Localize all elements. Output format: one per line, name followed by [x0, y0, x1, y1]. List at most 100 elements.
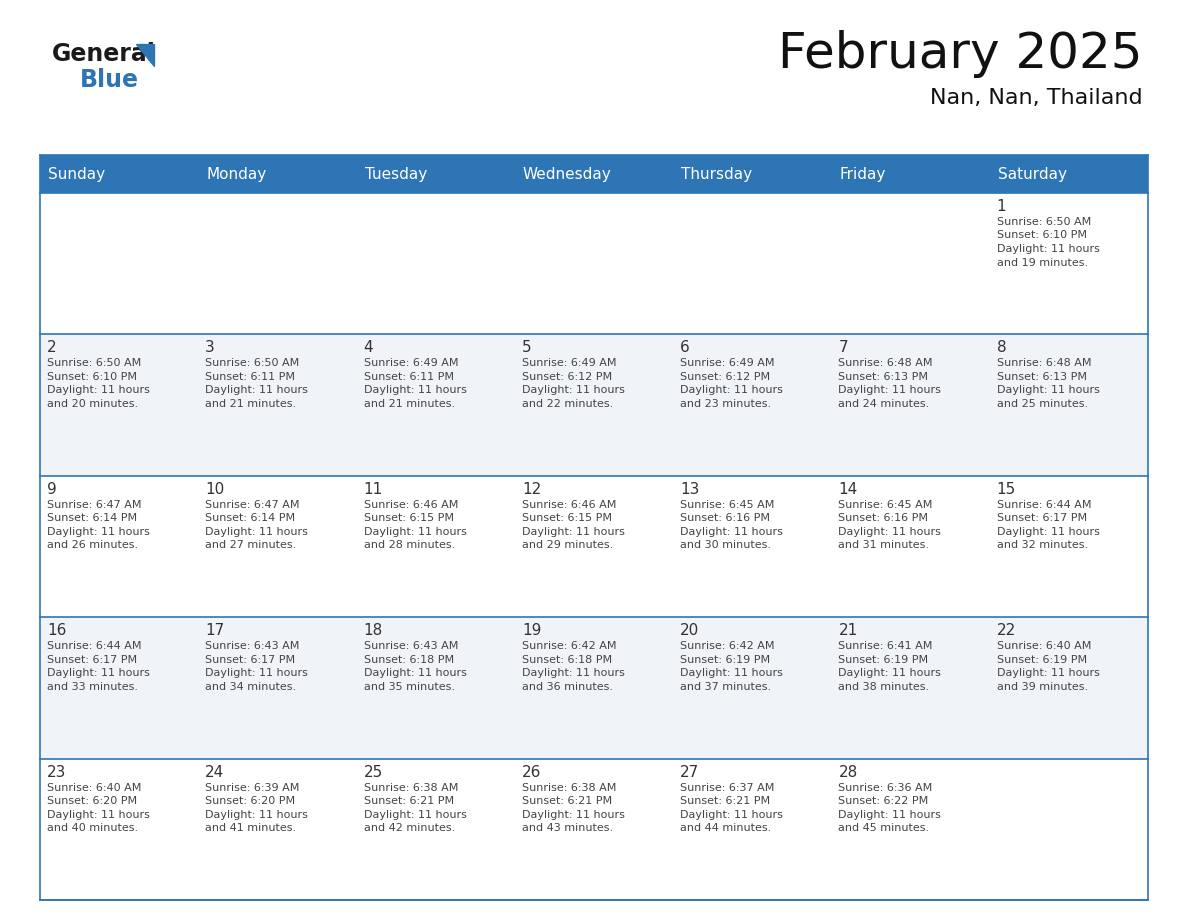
Text: 6: 6 — [681, 341, 690, 355]
Bar — [40, 155, 1148, 193]
Text: and 34 minutes.: and 34 minutes. — [206, 682, 297, 691]
Text: Sunset: 6:20 PM: Sunset: 6:20 PM — [206, 796, 296, 806]
Text: Sunset: 6:15 PM: Sunset: 6:15 PM — [364, 513, 454, 523]
Text: Sunrise: 6:50 AM: Sunrise: 6:50 AM — [997, 217, 1091, 227]
Bar — [356, 758, 514, 900]
Text: 16: 16 — [48, 623, 67, 638]
Text: and 36 minutes.: and 36 minutes. — [522, 682, 613, 691]
Bar — [356, 476, 514, 617]
Text: Daylight: 11 hours: Daylight: 11 hours — [522, 386, 625, 396]
Text: and 39 minutes.: and 39 minutes. — [997, 682, 1088, 691]
Text: and 28 minutes.: and 28 minutes. — [364, 541, 455, 550]
Text: Sunrise: 6:43 AM: Sunrise: 6:43 AM — [364, 641, 457, 651]
Bar — [514, 758, 674, 900]
Text: Daylight: 11 hours: Daylight: 11 hours — [681, 386, 783, 396]
Text: 17: 17 — [206, 623, 225, 638]
Text: and 30 minutes.: and 30 minutes. — [681, 541, 771, 550]
Text: Sunset: 6:17 PM: Sunset: 6:17 PM — [997, 513, 1087, 523]
Text: Daylight: 11 hours: Daylight: 11 hours — [48, 810, 150, 820]
Text: Daylight: 11 hours: Daylight: 11 hours — [206, 386, 308, 396]
Text: 19: 19 — [522, 623, 542, 638]
Bar — [514, 193, 674, 334]
Text: Sunrise: 6:38 AM: Sunrise: 6:38 AM — [364, 783, 457, 792]
Text: Sunset: 6:18 PM: Sunset: 6:18 PM — [364, 655, 454, 665]
Text: Daylight: 11 hours: Daylight: 11 hours — [839, 527, 941, 537]
Text: Daylight: 11 hours: Daylight: 11 hours — [997, 527, 1100, 537]
Text: Tuesday: Tuesday — [365, 166, 426, 182]
Bar — [40, 334, 198, 476]
Text: 7: 7 — [839, 341, 848, 355]
Text: and 43 minutes.: and 43 minutes. — [522, 823, 613, 834]
Text: 27: 27 — [681, 765, 700, 779]
Text: Sunrise: 6:48 AM: Sunrise: 6:48 AM — [997, 358, 1092, 368]
Text: 18: 18 — [364, 623, 383, 638]
Text: Daylight: 11 hours: Daylight: 11 hours — [522, 668, 625, 678]
Text: Sunset: 6:11 PM: Sunset: 6:11 PM — [364, 372, 454, 382]
Text: Sunrise: 6:44 AM: Sunrise: 6:44 AM — [48, 641, 141, 651]
Text: and 27 minutes.: and 27 minutes. — [206, 541, 297, 550]
Text: Daylight: 11 hours: Daylight: 11 hours — [681, 527, 783, 537]
Bar — [198, 758, 356, 900]
Text: Sunset: 6:14 PM: Sunset: 6:14 PM — [48, 513, 137, 523]
Text: 11: 11 — [364, 482, 383, 497]
Text: Sunset: 6:15 PM: Sunset: 6:15 PM — [522, 513, 612, 523]
Text: Daylight: 11 hours: Daylight: 11 hours — [522, 810, 625, 820]
Bar — [832, 476, 990, 617]
Text: February 2025: February 2025 — [778, 30, 1143, 78]
Text: and 31 minutes.: and 31 minutes. — [839, 541, 929, 550]
Text: 3: 3 — [206, 341, 215, 355]
Text: Wednesday: Wednesday — [523, 166, 612, 182]
Text: 13: 13 — [681, 482, 700, 497]
Text: 12: 12 — [522, 482, 541, 497]
Bar — [990, 617, 1148, 758]
Bar — [674, 476, 832, 617]
Text: Daylight: 11 hours: Daylight: 11 hours — [364, 810, 467, 820]
Bar — [990, 758, 1148, 900]
Text: Daylight: 11 hours: Daylight: 11 hours — [997, 244, 1100, 254]
Text: 9: 9 — [48, 482, 57, 497]
Text: Sunset: 6:14 PM: Sunset: 6:14 PM — [206, 513, 296, 523]
Text: Sunset: 6:16 PM: Sunset: 6:16 PM — [839, 513, 929, 523]
Text: Sunrise: 6:50 AM: Sunrise: 6:50 AM — [48, 358, 141, 368]
Text: Sunset: 6:19 PM: Sunset: 6:19 PM — [997, 655, 1087, 665]
Text: Daylight: 11 hours: Daylight: 11 hours — [839, 386, 941, 396]
Text: and 22 minutes.: and 22 minutes. — [522, 399, 613, 409]
Text: Daylight: 11 hours: Daylight: 11 hours — [997, 386, 1100, 396]
Text: 26: 26 — [522, 765, 542, 779]
Text: Sunday: Sunday — [48, 166, 105, 182]
Text: Sunset: 6:12 PM: Sunset: 6:12 PM — [522, 372, 612, 382]
Text: Sunrise: 6:36 AM: Sunrise: 6:36 AM — [839, 783, 933, 792]
Bar — [40, 758, 198, 900]
Text: 23: 23 — [48, 765, 67, 779]
Text: Daylight: 11 hours: Daylight: 11 hours — [522, 527, 625, 537]
Text: Sunrise: 6:47 AM: Sunrise: 6:47 AM — [48, 499, 141, 509]
Text: Sunrise: 6:49 AM: Sunrise: 6:49 AM — [522, 358, 617, 368]
Text: Sunrise: 6:44 AM: Sunrise: 6:44 AM — [997, 499, 1092, 509]
Text: Daylight: 11 hours: Daylight: 11 hours — [206, 810, 308, 820]
Text: 4: 4 — [364, 341, 373, 355]
Text: 25: 25 — [364, 765, 383, 779]
Text: Daylight: 11 hours: Daylight: 11 hours — [364, 668, 467, 678]
Text: and 45 minutes.: and 45 minutes. — [839, 823, 929, 834]
Text: Sunrise: 6:48 AM: Sunrise: 6:48 AM — [839, 358, 933, 368]
Text: Sunset: 6:17 PM: Sunset: 6:17 PM — [206, 655, 296, 665]
Text: 20: 20 — [681, 623, 700, 638]
Text: Daylight: 11 hours: Daylight: 11 hours — [206, 668, 308, 678]
Bar — [198, 476, 356, 617]
Bar — [356, 193, 514, 334]
Text: Sunset: 6:20 PM: Sunset: 6:20 PM — [48, 796, 137, 806]
Text: 22: 22 — [997, 623, 1016, 638]
Text: Sunset: 6:10 PM: Sunset: 6:10 PM — [48, 372, 137, 382]
Text: and 33 minutes.: and 33 minutes. — [48, 682, 138, 691]
Text: Daylight: 11 hours: Daylight: 11 hours — [839, 810, 941, 820]
Text: Daylight: 11 hours: Daylight: 11 hours — [364, 527, 467, 537]
Bar — [832, 758, 990, 900]
Text: Sunrise: 6:38 AM: Sunrise: 6:38 AM — [522, 783, 617, 792]
Text: Sunrise: 6:50 AM: Sunrise: 6:50 AM — [206, 358, 299, 368]
Text: 14: 14 — [839, 482, 858, 497]
Bar — [356, 617, 514, 758]
Bar — [198, 617, 356, 758]
Text: Sunrise: 6:40 AM: Sunrise: 6:40 AM — [48, 783, 141, 792]
Text: Sunrise: 6:37 AM: Sunrise: 6:37 AM — [681, 783, 775, 792]
Text: Sunset: 6:21 PM: Sunset: 6:21 PM — [522, 796, 612, 806]
